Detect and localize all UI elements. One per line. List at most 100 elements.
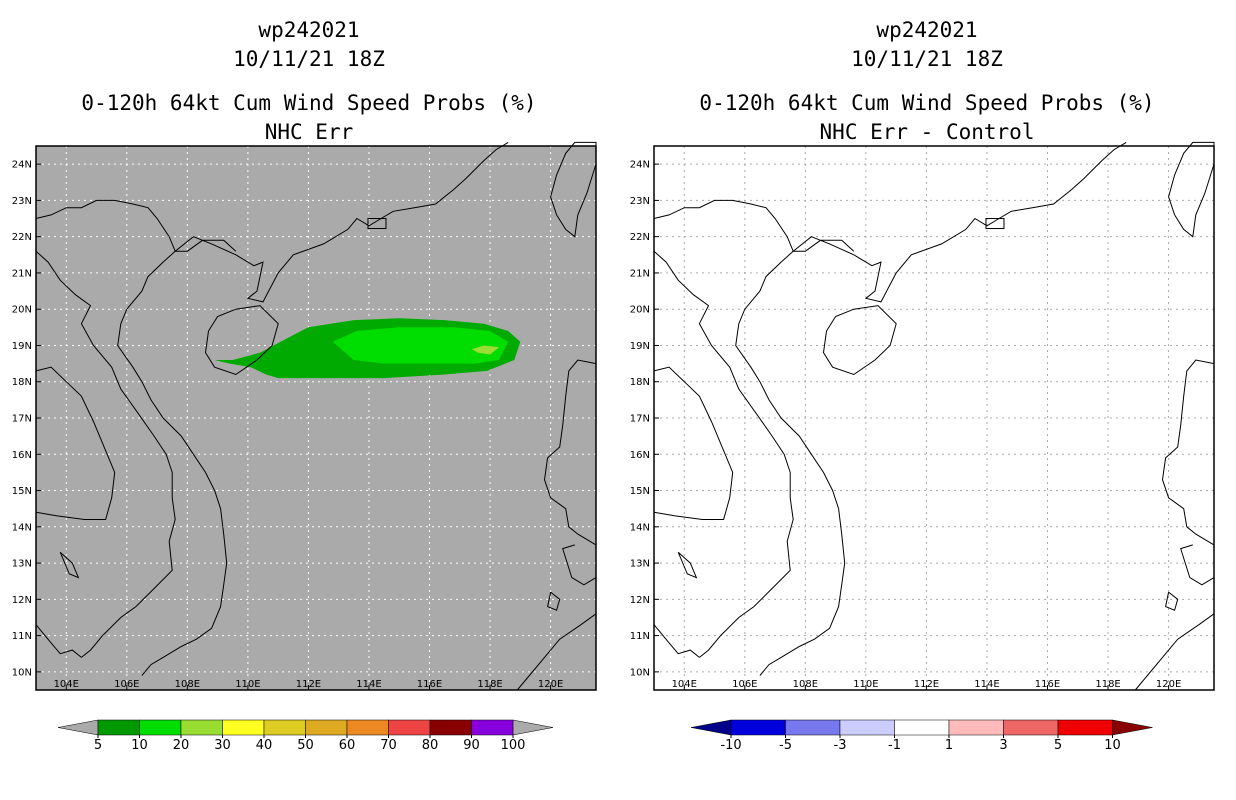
lon-label: 108E xyxy=(175,679,200,690)
left-map-svg: 24N 23N 22N 21N 20N 19N 18N 17N 16N 15N 14N 13N 12N 1… xyxy=(12,141,597,753)
map-background xyxy=(36,146,596,690)
colorbar-label: 100 xyxy=(501,738,526,753)
colorbar-label: 40 xyxy=(256,738,273,753)
coastline xyxy=(35,199,176,252)
panel-subtitle: NHC Err xyxy=(264,120,354,144)
lon-label: 104E xyxy=(672,679,697,690)
colorbar-label: 3 xyxy=(999,738,1007,753)
colorbar-swatch xyxy=(894,719,950,736)
colorbar-label: -1 xyxy=(888,738,901,753)
lon-label: 106E xyxy=(114,679,139,690)
colorbar-swatch xyxy=(222,719,265,736)
colorbar-swatch xyxy=(429,719,472,736)
probability-contour-10 xyxy=(332,327,509,364)
coastline xyxy=(653,250,794,658)
colorbar-swatch xyxy=(839,719,895,736)
lat-label: 11N xyxy=(630,631,650,642)
lat-label: 18N xyxy=(12,377,32,388)
lon-label: 110E xyxy=(853,679,878,690)
lon-label: 112E xyxy=(914,679,939,690)
lon-label: 104E xyxy=(54,679,79,690)
lon-label: 112E xyxy=(296,679,321,690)
hong-kong-marker xyxy=(985,218,1005,230)
lat-label: 13N xyxy=(12,559,32,570)
lat-label: 16N xyxy=(630,450,650,461)
lat-label: 16N xyxy=(12,450,32,461)
colorbar-label: 50 xyxy=(297,738,314,753)
coastline xyxy=(653,624,700,658)
colorbar-label: 5 xyxy=(1054,738,1062,753)
lat-label: 13N xyxy=(630,559,650,570)
lat-label: 22N xyxy=(630,232,650,243)
lat-label: 12N xyxy=(630,595,650,606)
product-title: 0-120h 64kt Cum Wind Speed Probs (%) xyxy=(699,91,1155,115)
datetime: 10/11/21 18Z xyxy=(851,47,1003,71)
lat-label: 10N xyxy=(12,667,32,678)
lon-label: 120E xyxy=(1156,679,1181,690)
colorbar-low-end xyxy=(690,719,732,736)
colorbar-swatch xyxy=(97,719,140,736)
coastline xyxy=(516,613,597,691)
coastline xyxy=(562,544,597,586)
lon-label: 110E xyxy=(235,679,260,690)
lon-label: 114E xyxy=(356,679,381,690)
lon-label: 106E xyxy=(732,679,757,690)
colorbar-high-end xyxy=(512,719,554,736)
hong-kong-marker xyxy=(367,218,387,230)
colorbar-swatch xyxy=(948,719,1004,736)
lat-label: 19N xyxy=(630,341,650,352)
colorbar-label: -3 xyxy=(834,738,847,753)
lat-label: 17N xyxy=(630,414,650,425)
colorbar-label: 30 xyxy=(214,738,231,753)
lat-label: 10N xyxy=(630,667,650,678)
colorbar-swatch xyxy=(785,719,841,736)
colorbar-swatch xyxy=(388,719,431,736)
colorbar-label: 60 xyxy=(339,738,356,753)
coastline xyxy=(1180,544,1215,586)
coastline xyxy=(1161,359,1215,546)
colorbar-swatch xyxy=(180,719,223,736)
datetime: 10/11/21 18Z xyxy=(233,47,385,71)
coastline xyxy=(1165,591,1179,611)
coastline xyxy=(59,551,80,579)
colorbar-label: 20 xyxy=(173,738,190,753)
lat-label: 20N xyxy=(630,305,650,316)
lon-label: 118E xyxy=(477,679,502,690)
lat-label: 18N xyxy=(630,377,650,388)
lat-label: 12N xyxy=(12,595,32,606)
colorbar-swatch xyxy=(1003,719,1059,736)
lat-label: 24N xyxy=(630,160,650,171)
coastline xyxy=(791,141,1127,303)
colorbar-swatch xyxy=(139,719,182,736)
lat-label: 11N xyxy=(12,631,32,642)
colorbar-label: 70 xyxy=(380,738,397,753)
lat-label: 14N xyxy=(630,522,650,533)
lat-label: 15N xyxy=(630,486,650,497)
lon-label: 116E xyxy=(417,679,442,690)
storm-id: wp242021 xyxy=(258,18,360,42)
colorbar-swatch xyxy=(346,719,389,736)
lat-label: 20N xyxy=(12,305,32,316)
lon-label: 118E xyxy=(1095,679,1120,690)
coastline xyxy=(35,624,82,658)
coastline xyxy=(117,250,228,676)
lat-label: 21N xyxy=(630,268,650,279)
colorbar-label: 10 xyxy=(131,738,148,753)
lat-label: 14N xyxy=(12,522,32,533)
lat-label: 22N xyxy=(12,232,32,243)
lon-label: 108E xyxy=(793,679,818,690)
lat-label: 17N xyxy=(12,414,32,425)
colorbar-label: 1 xyxy=(945,738,953,753)
lat-label: 24N xyxy=(12,160,32,171)
lat-label: 21N xyxy=(12,268,32,279)
coastline xyxy=(653,199,794,252)
colorbar-label: 90 xyxy=(463,738,480,753)
storm-id: wp242021 xyxy=(876,18,978,42)
panel-subtitle: NHC Err - Control xyxy=(819,120,1035,144)
lon-label: 114E xyxy=(974,679,999,690)
colorbar-high-end xyxy=(1112,719,1153,736)
coastline xyxy=(543,359,597,546)
right-map: 24N 23N 22N 21N 20N 19N 18N 17N 16N 15N 14N 13N 12N 1… xyxy=(630,141,1215,753)
colorbar-swatch xyxy=(471,719,514,736)
colorbar-swatch xyxy=(1057,719,1113,736)
